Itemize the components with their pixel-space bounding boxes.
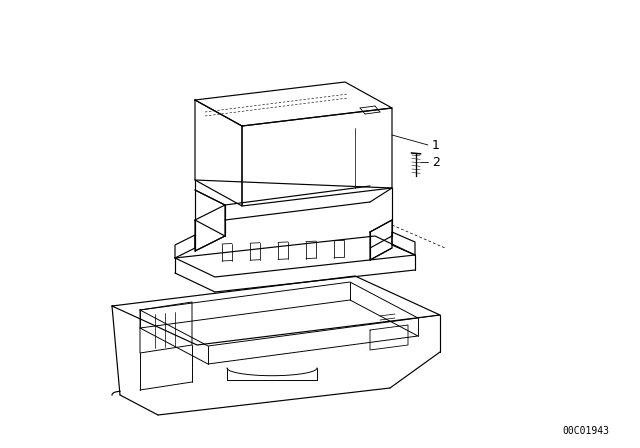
Text: 2: 2: [432, 155, 440, 168]
Text: 1: 1: [432, 138, 440, 151]
Text: 00C01943: 00C01943: [563, 426, 609, 436]
